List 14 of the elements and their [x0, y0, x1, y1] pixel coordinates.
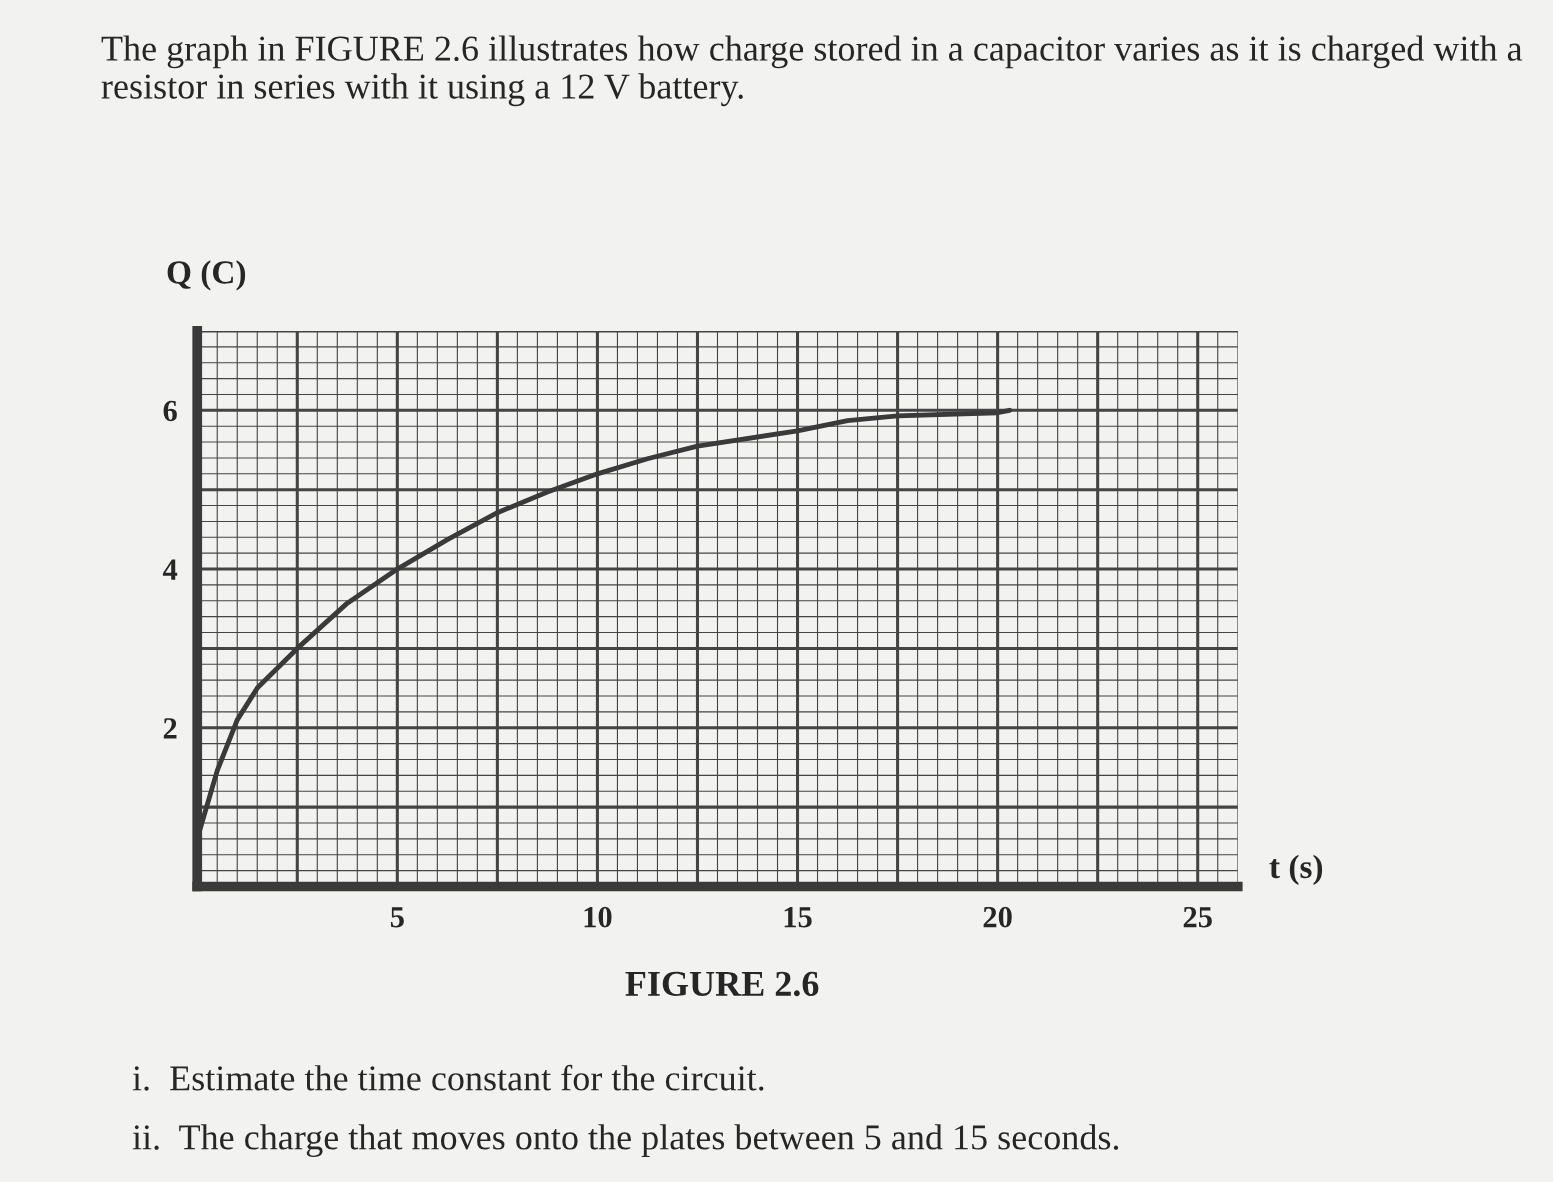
- text: ii. The charge that moves onto the plates between 5 and 15 seconds.: [132, 1124, 1119, 1158]
- x-tick-label: 10: [584, 906, 612, 928]
- x-tick-label: 15: [784, 906, 812, 928]
- x-tick-label: 5: [390, 907, 404, 928]
- y-tick-label: 2: [163, 718, 177, 739]
- y-axis-title: Q (C): [167, 260, 246, 291]
- y-tick-label: 6: [163, 400, 177, 422]
- caption: FIGURE 2.6: [625, 971, 819, 997]
- x-axis-title: t (s): [1269, 854, 1323, 885]
- x-tick-label: 25: [1183, 906, 1212, 928]
- y-tick-label: 4: [162, 559, 178, 580]
- x-tick-label: 20: [983, 906, 1012, 928]
- chart-title: The graph in FIGURE 2.6 illustrates how charge stored in a capacitor varies as it is charged with a resistor in series with it using a 12 V battery.: [101, 35, 1523, 107]
- text: i. Estimate the time constant for the circuit.: [132, 1064, 764, 1091]
